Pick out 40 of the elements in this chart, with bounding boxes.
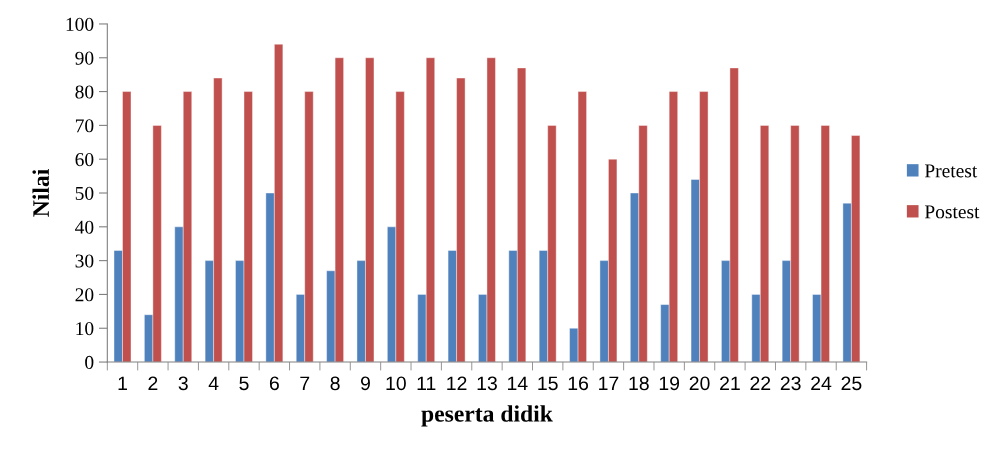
x-tick-label: 17	[599, 376, 619, 391]
x-tick-label: 13	[477, 376, 497, 391]
y-tick-label: 90	[75, 51, 94, 65]
x-tick-label: 20	[689, 376, 710, 391]
x-tick-label: 4	[208, 376, 219, 391]
x-tick-label: 5	[239, 376, 249, 391]
y-axis-title: Nilai	[32, 169, 50, 217]
x-axis-title: peserta didik	[421, 405, 553, 427]
y-tick-label: 30	[75, 254, 94, 268]
x-tick-label: 10	[386, 376, 406, 391]
y-tick-label: 40	[75, 220, 94, 234]
y-tick-label: 100	[66, 17, 94, 31]
x-tick-label: 14	[508, 376, 528, 391]
y-tick-label: 10	[76, 322, 94, 336]
legend-label: Pretest	[924, 164, 978, 178]
y-tick-label: 50	[75, 186, 94, 200]
y-tick-label: 0	[85, 355, 94, 369]
x-tick-label: 23	[780, 376, 801, 391]
y-tick-label: 20	[75, 288, 94, 302]
x-tick-label: 24	[811, 376, 832, 391]
x-tick-label: 18	[629, 376, 649, 391]
x-tick-label: 25	[841, 376, 862, 391]
y-tick-label: 70	[75, 119, 94, 133]
x-tick-label: 2	[148, 376, 158, 391]
x-tick-label: 12	[447, 376, 467, 391]
y-tick-label: 60	[75, 153, 94, 167]
x-tick-label: 7	[300, 376, 310, 391]
x-tick-label: 1	[118, 376, 127, 391]
x-tick-label: 15	[538, 376, 558, 391]
x-tick-label: 9	[360, 376, 370, 391]
x-tick-label: 16	[568, 376, 589, 391]
x-tick-label: 21	[720, 376, 740, 391]
x-tick-label: 22	[750, 376, 771, 391]
x-tick-label: 3	[178, 376, 188, 391]
x-tick-label: 8	[330, 376, 340, 391]
legend-label: Postest	[924, 205, 980, 219]
x-tick-label: 11	[417, 376, 436, 391]
y-tick-label: 80	[75, 85, 94, 99]
x-tick-label: 6	[269, 376, 279, 391]
x-tick-label: 19	[659, 376, 680, 391]
